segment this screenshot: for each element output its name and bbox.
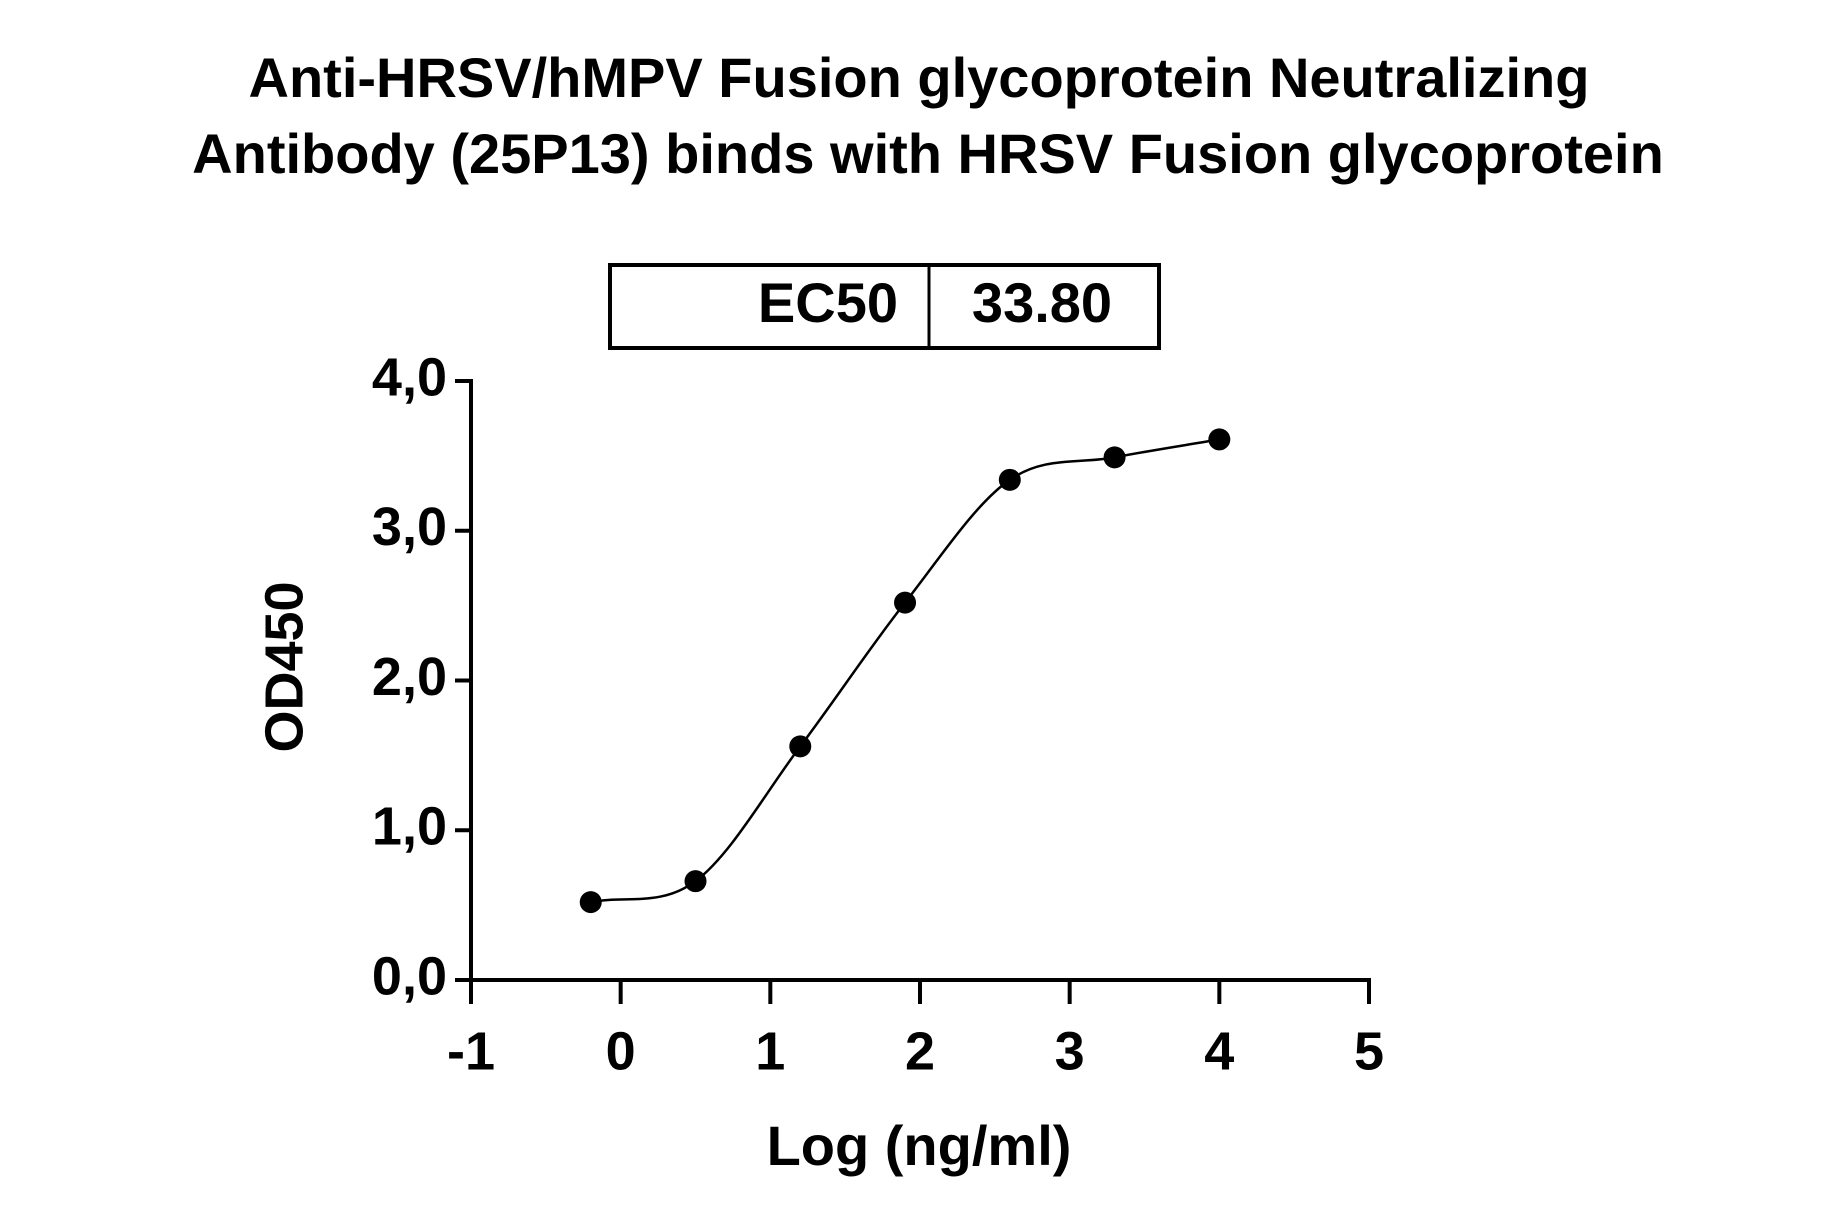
- annotation-label: EC50: [758, 271, 898, 334]
- data-point: [789, 735, 812, 758]
- fit-curve: [590, 438, 1220, 904]
- y-tick-label: 1,0: [372, 797, 447, 857]
- x-tick-label: 3: [1055, 1021, 1085, 1081]
- y-tick-label: 0,0: [372, 946, 447, 1006]
- chart-title: Anti-HRSV/hMPV Fusion glycoprotein Neutr…: [249, 46, 1590, 109]
- y-tick-label: 2,0: [372, 647, 447, 707]
- data-point: [1208, 428, 1231, 451]
- annotation-box: [608, 263, 1161, 350]
- data-point: [1103, 446, 1126, 469]
- x-tick-label: 0: [606, 1021, 636, 1081]
- x-tick-label: 1: [755, 1021, 785, 1081]
- data-point: [684, 870, 707, 893]
- annotation-value: 33.80: [972, 271, 1112, 334]
- x-tick-label: 4: [1204, 1021, 1234, 1081]
- data-point: [579, 891, 602, 914]
- y-axis-label: OD450: [254, 581, 314, 752]
- data-point: [998, 468, 1021, 491]
- x-tick-label: 5: [1354, 1021, 1384, 1081]
- y-tick-label: 4,0: [372, 347, 447, 407]
- x-tick-label: -1: [447, 1021, 495, 1081]
- x-axis-label: Log (ng/ml): [767, 1114, 1072, 1177]
- y-tick-label: 3,0: [372, 497, 447, 557]
- chart-title: Antibody (25P13) binds with HRSV Fusion …: [192, 122, 1664, 185]
- x-tick-label: 2: [905, 1021, 935, 1081]
- data-point: [894, 591, 917, 614]
